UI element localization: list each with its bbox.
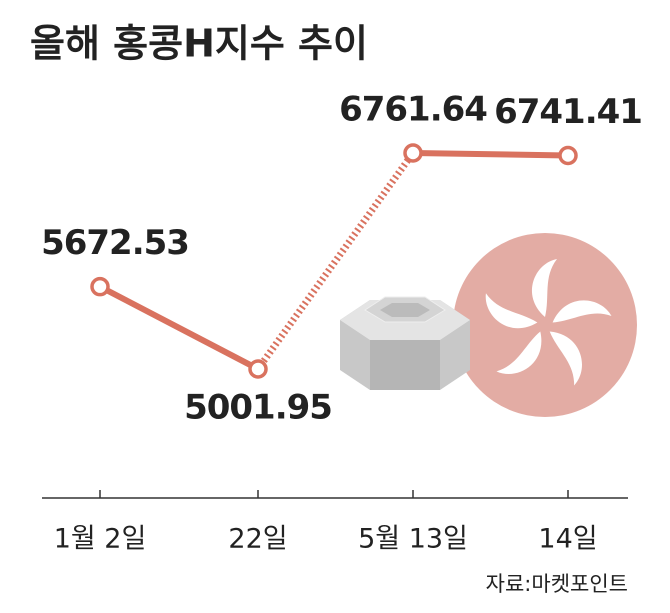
value-label: 6741.41 — [494, 92, 642, 132]
value-label: 5001.95 — [184, 388, 332, 428]
flag-emblem — [453, 233, 637, 417]
x-tick-label: 22일 — [228, 524, 287, 555]
nut-icon — [340, 296, 470, 390]
line-segment — [255, 150, 416, 372]
chart-title: 올해 홍콩H지수 추이 — [30, 22, 368, 66]
x-tick-label: 14일 — [538, 524, 597, 555]
source: 자료:마켓포인트 — [486, 572, 628, 596]
point — [558, 145, 578, 166]
point — [90, 276, 110, 297]
plot: 1월 2일 22일 5월 13일 14일 5672.53 5001.95 6761.64 67… — [41, 90, 643, 555]
point — [403, 143, 423, 163]
x-tick-label: 5월 13일 — [358, 524, 468, 555]
point — [248, 359, 268, 379]
value-label: 5672.53 — [41, 223, 189, 263]
value-label: 6761.64 — [339, 90, 487, 130]
x-tick-label: 1월 2일 — [54, 524, 147, 555]
line-segment — [412, 150, 569, 159]
line-segment — [98, 284, 260, 372]
